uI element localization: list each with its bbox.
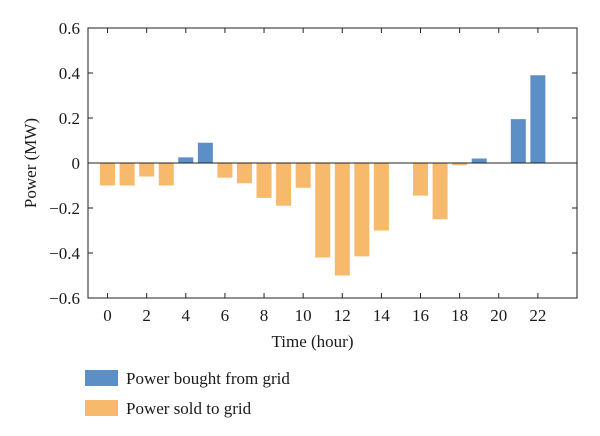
x-tick-label: 8 — [260, 306, 269, 325]
y-tick-label: −0.4 — [49, 244, 80, 263]
x-tick-label: 16 — [412, 306, 429, 325]
bar-sold-8 — [256, 163, 272, 198]
x-tick-label: 14 — [373, 306, 391, 325]
x-tick-label: 6 — [221, 306, 230, 325]
bar-bought-21 — [510, 119, 526, 163]
x-tick-label: 12 — [334, 306, 351, 325]
bar-sold-14 — [373, 163, 389, 231]
bar-sold-6 — [217, 163, 233, 178]
bar-sold-12 — [334, 163, 350, 276]
y-tick-label: 0.6 — [59, 19, 80, 38]
bar-sold-7 — [236, 163, 252, 184]
y-tick-label: 0 — [72, 154, 81, 173]
bar-sold-16 — [413, 163, 429, 196]
legend-label-sold: Power sold to grid — [126, 399, 252, 418]
bar-sold-0 — [100, 163, 116, 186]
x-tick-label: 18 — [451, 306, 468, 325]
y-tick-label: −0.6 — [49, 289, 80, 308]
y-axis-title: Power (MW) — [21, 118, 40, 208]
x-tick-label: 0 — [103, 306, 112, 325]
bars-group — [100, 75, 546, 276]
x-tick-label: 10 — [295, 306, 312, 325]
x-axis-title: Time (hour) — [271, 332, 353, 351]
x-tick-label: 22 — [529, 306, 546, 325]
x-tick-label: 20 — [490, 306, 507, 325]
legend-swatch-bought — [85, 370, 118, 386]
bar-sold-11 — [315, 163, 331, 258]
y-axis: 0.6 0.4 0.2 0 −0.2 −0.4 −0.6 — [49, 19, 577, 308]
bar-sold-3 — [158, 163, 174, 186]
bar-bought-5 — [197, 142, 213, 163]
bar-bought-22 — [530, 75, 546, 163]
bar-sold-2 — [139, 163, 155, 177]
x-tick-label: 4 — [182, 306, 191, 325]
legend-label-bought: Power bought from grid — [126, 369, 290, 388]
bar-sold-18 — [452, 163, 468, 166]
x-axis: 0 2 4 6 8 10 12 14 16 18 20 22 — [103, 28, 546, 325]
legend-swatch-sold — [85, 400, 118, 416]
bar-sold-9 — [276, 163, 292, 206]
y-tick-label: 0.2 — [59, 109, 80, 128]
x-tick-label: 2 — [142, 306, 151, 325]
bar-sold-13 — [354, 163, 370, 257]
y-tick-label: −0.2 — [49, 199, 80, 218]
bar-bought-19 — [471, 158, 487, 163]
bar-sold-10 — [295, 163, 311, 188]
bar-sold-17 — [432, 163, 448, 220]
bar-sold-1 — [119, 163, 135, 186]
legend: Power bought from grid Power sold to grid — [85, 369, 290, 418]
y-tick-label: 0.4 — [59, 64, 81, 83]
bar-bought-4 — [178, 157, 194, 163]
